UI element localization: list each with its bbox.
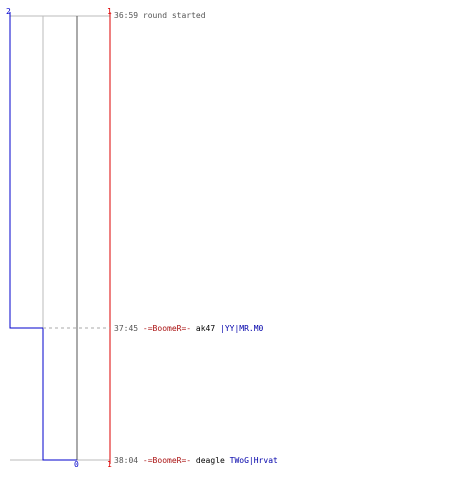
event-killer[interactable]: -=BoomeR=- [142,324,192,333]
event-kill-2: 38:04 -=BoomeR=- deagle TWoG|Hrvat [114,456,278,466]
event-killer[interactable]: -=BoomeR=- [142,456,192,465]
event-text: round started [142,11,206,20]
event-kill-1: 37:45 -=BoomeR=- ak47 |YY|MR.M0 [114,324,263,334]
red-count-bottom: 1 [107,460,112,469]
event-time: 38:04 [114,456,139,465]
red-count-top: 1 [107,7,112,16]
event-weapon: deagle [195,456,225,465]
event-victim[interactable]: |YY|MR.M0 [220,324,264,333]
blue-count-bottom: 0 [74,460,79,469]
event-weapon: ak47 [195,324,216,333]
blue-count-top: 2 [6,7,11,16]
event-time: 37:45 [114,324,139,333]
event-time: 36:59 [114,11,139,20]
event-round-start: 36:59 round started [114,11,206,21]
event-victim[interactable]: TWoG|Hrvat [229,456,278,465]
